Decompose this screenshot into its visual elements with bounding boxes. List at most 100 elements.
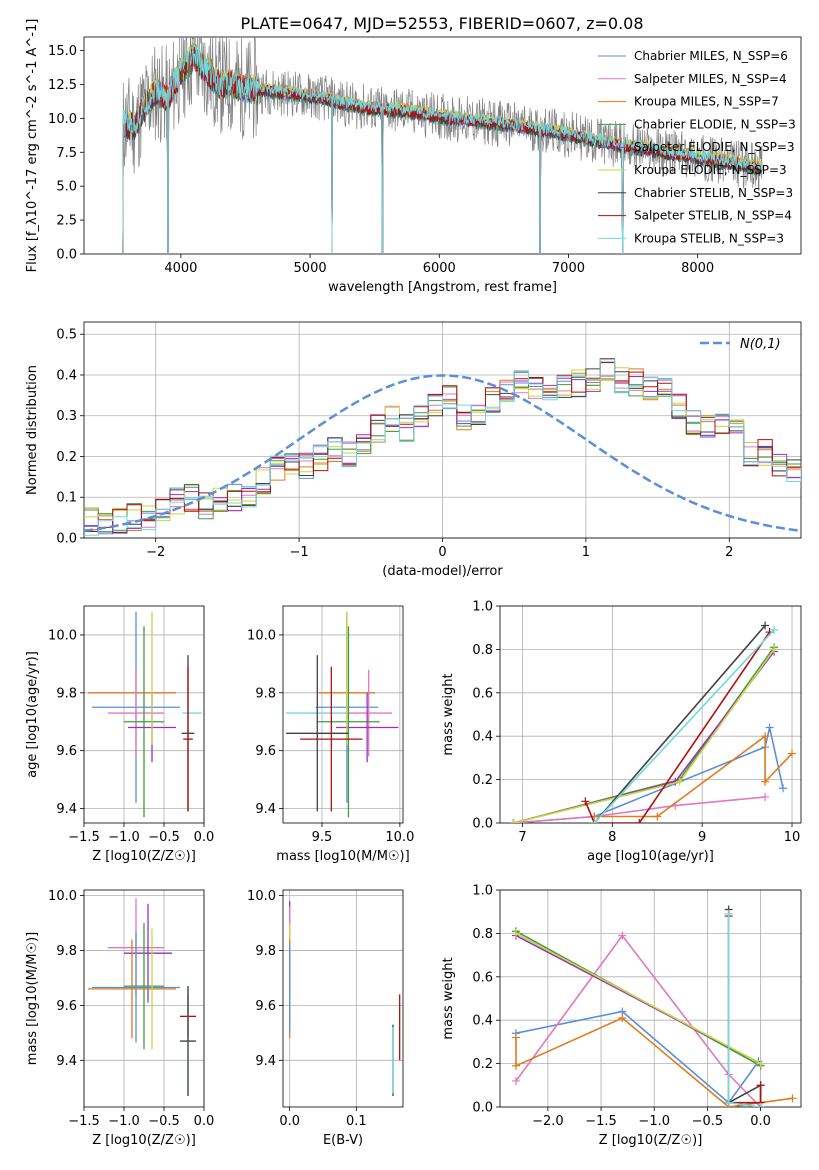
weight-marker (675, 777, 684, 786)
y-tick-label: 0.4 (472, 730, 493, 745)
x-tick-label: 0.0 (750, 1114, 771, 1129)
x-tick-label: −1.0 (638, 1114, 670, 1129)
y-tick-label: 0.3 (56, 409, 77, 424)
x-tick-label: 10.0 (385, 830, 414, 845)
x-axis-label: age [log10(age/yr)] (587, 849, 714, 864)
x-tick-label: −1 (290, 545, 309, 560)
weight-line-salpeter_elodie (513, 651, 775, 823)
legend-label: Chabrier MILES, N_SSP=6 (634, 49, 788, 63)
histogram-kroupa_elodie (84, 367, 801, 522)
axes-age_vs_mass: 9.5 10.0 9.4 9.6 9.8 10.0 mass [log10(M/M☉)] (247, 605, 414, 864)
y-tick-label: 1.0 (472, 884, 493, 899)
y-tick-label: 0.0 (56, 248, 77, 263)
x-tick-label: −1.0 (108, 1114, 140, 1129)
plot-area-mass_vs_EBV (289, 900, 401, 1097)
y-tick-label: 0.6 (472, 970, 493, 985)
weight-marker (756, 1059, 765, 1068)
x-tick-label: 10 (784, 830, 801, 845)
errorbar-point (300, 666, 363, 812)
errorbar-point (88, 939, 176, 1039)
x-tick-label: −1.0 (108, 830, 140, 845)
y-tick-label: 0.2 (472, 1057, 493, 1072)
weight-marker (788, 749, 797, 758)
weight-line-salpeter_miles (515, 934, 762, 1107)
weight-line-salpeter_miles (513, 796, 766, 823)
plot-frame (499, 605, 802, 824)
y-tick-label: 5.0 (56, 180, 77, 195)
axes-weight_vs_age: 7 8 9 10 0.0 0.2 0.4 0.6 0.8 1.0 age [log10(age/yr… (441, 600, 802, 864)
x-tick-label: 6000 (423, 261, 456, 276)
x-tick-label: 4000 (164, 261, 197, 276)
legend-label: Kroupa MILES, N_SSP=7 (634, 95, 779, 109)
plot-frame (499, 889, 802, 1108)
y-tick-label: 9.6 (255, 999, 276, 1014)
weight-marker (770, 645, 779, 654)
y-tick-label: 0.0 (472, 817, 493, 832)
weight-marker (618, 1014, 627, 1023)
x-tick-label: 9.5 (312, 830, 333, 845)
y-tick-label: 9.6 (56, 999, 77, 1014)
y-axis-label: mass weight (441, 957, 456, 1039)
normal-curve (84, 374, 801, 533)
weight-marker (756, 1103, 765, 1107)
legend-label: Kroupa STELIB, N_SSP=3 (634, 231, 784, 245)
y-tick-label: 9.8 (56, 944, 77, 959)
weight-line-chabrier_stelib (727, 909, 762, 1107)
legend-spectrum: Chabrier MILES, N_SSP=6 Salpeter MILES, N… (598, 49, 796, 245)
y-tick-label: 10.0 (48, 628, 77, 643)
y-tick-label: 12.5 (48, 78, 77, 93)
figure-title: PLATE=0647, MJD=52553, FIBERID=0607, z=0… (240, 14, 643, 33)
x-tick-label: 8000 (681, 261, 714, 276)
weight-marker (511, 929, 520, 938)
y-tick-label: 0.0 (472, 1101, 493, 1116)
histogram-salpeter_stelib (84, 358, 801, 532)
weight-marker (779, 784, 788, 793)
weight-line-salpeter_stelib (584, 631, 771, 823)
plot-area-age_vs_Z (88, 611, 202, 818)
weight-marker (761, 621, 770, 630)
x-tick-label: −2 (146, 545, 165, 560)
y-tick-label: 15.0 (48, 44, 77, 59)
y-tick-label: 9.8 (255, 686, 276, 701)
weight-marker (511, 1076, 520, 1085)
weight-line-kroupa_stelib (593, 629, 775, 823)
errorbar-point (180, 986, 196, 1097)
plot-area-weight_vs_age (509, 621, 797, 823)
x-axis-label: mass [log10(M/M☉)] (276, 849, 409, 864)
x-tick-label: 8 (608, 830, 616, 845)
legend-label: Chabrier STELIB, N_SSP=3 (634, 186, 793, 200)
x-tick-label: −1.5 (68, 1114, 100, 1129)
errorbar-point (92, 932, 180, 1043)
plot-area-spectrum (122, 37, 763, 254)
y-tick-label: 0.8 (472, 643, 493, 658)
errorbar-point (345, 669, 393, 757)
x-axis-label: Z [log10(Z/Z☉)] (92, 849, 196, 864)
x-tick-label: −0.5 (148, 830, 180, 845)
weight-line-salpeter_stelib (727, 916, 762, 1104)
y-tick-label: 10.0 (48, 112, 77, 127)
weight-line-kroupa_elodie (515, 932, 761, 1065)
x-tick-label: 5000 (294, 261, 327, 276)
weight-marker (765, 723, 774, 732)
y-tick-label: 0.4 (56, 368, 77, 383)
x-tick-label: 9 (698, 830, 706, 845)
y-tick-label: 9.6 (56, 744, 77, 759)
plot-area-weight_vs_Z (511, 905, 797, 1107)
y-tick-label: 2.5 (56, 214, 77, 229)
weight-marker (788, 1094, 797, 1103)
y-tick-label: 9.8 (255, 944, 276, 959)
y-tick-label: 10.0 (247, 628, 276, 643)
plot-frame (83, 605, 205, 824)
x-axis-label: Z [log10(Z/Z☉)] (92, 1133, 196, 1148)
weight-line-kroupa_stelib (727, 913, 761, 1107)
axes-age_vs_Z: −1.5 −1.0 −0.5 0.0 9.4 9.6 9.8 10.0 Z [log10(Z/Z… (25, 605, 214, 864)
y-tick-label: 1.0 (472, 600, 493, 615)
plot-frame (83, 36, 802, 255)
y-tick-label: 0.8 (472, 927, 493, 942)
y-tick-label: 0.6 (472, 686, 493, 701)
weight-marker (724, 1098, 733, 1107)
y-axis-label: mass [log10(M/M☉)] (25, 932, 40, 1065)
errorbar-point (124, 626, 164, 818)
x-tick-label: −1.5 (68, 830, 100, 845)
